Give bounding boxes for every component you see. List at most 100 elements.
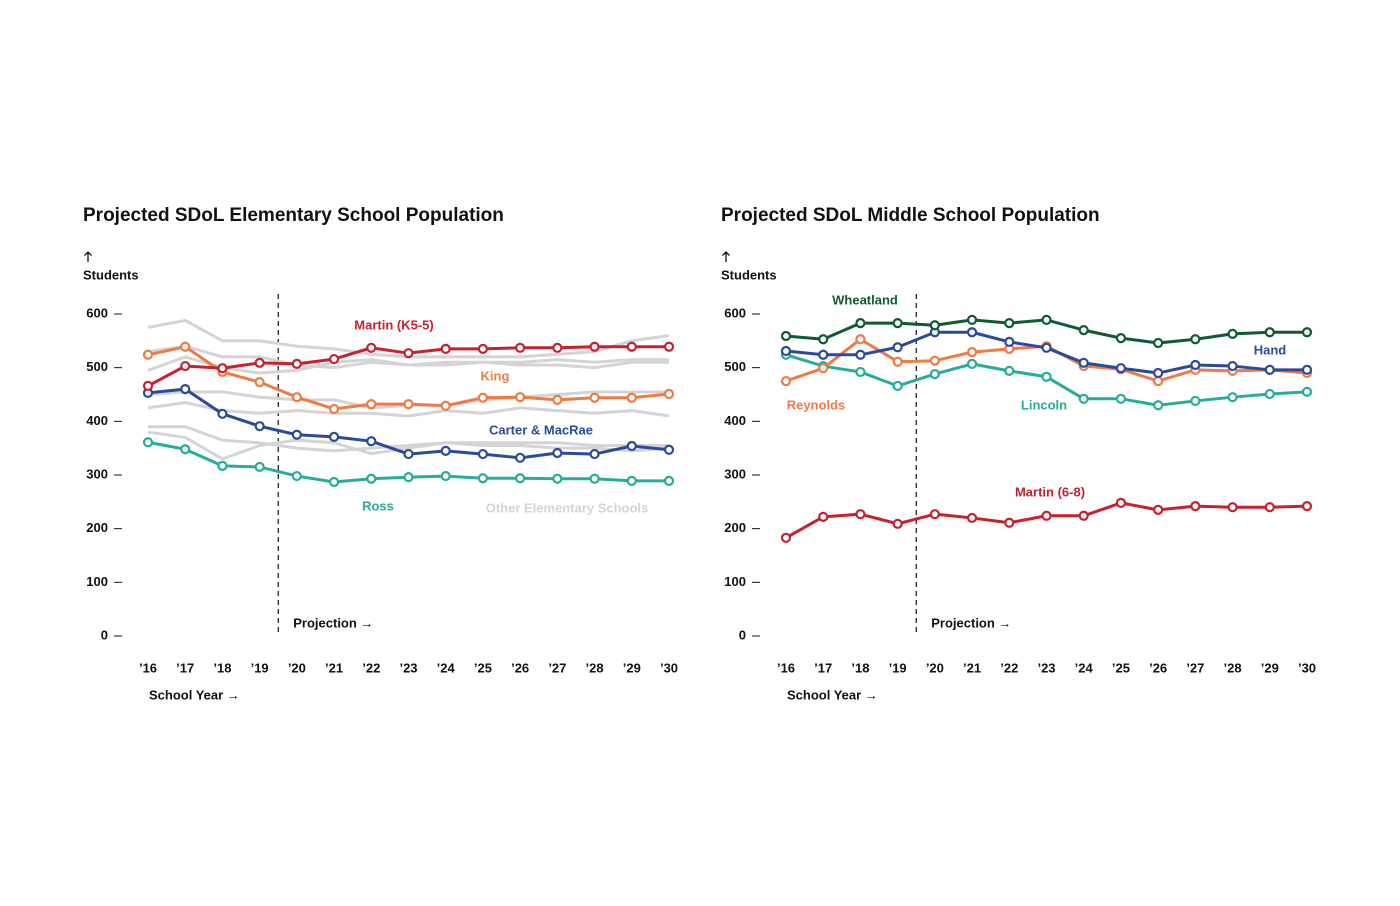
y-tick-label: 0 [739, 627, 746, 642]
x-tick-label: ’30 [1298, 660, 1316, 675]
point [892, 356, 903, 367]
point [1004, 365, 1015, 376]
background-line [148, 425, 669, 453]
point [855, 349, 866, 360]
x-tick-label: ’29 [623, 660, 641, 675]
point [552, 447, 563, 459]
point [855, 334, 866, 345]
point [1264, 364, 1275, 375]
x-tick-label: ’27 [1186, 660, 1204, 675]
point [780, 375, 792, 387]
point [180, 444, 191, 455]
y-tick-label: 200 [724, 520, 746, 535]
point [515, 452, 526, 463]
series-label: Hand [1254, 342, 1287, 357]
point [966, 347, 978, 358]
y-tick-label: 0 [101, 627, 108, 642]
point [180, 384, 191, 395]
point [1115, 333, 1127, 344]
point [1227, 328, 1238, 339]
point [328, 476, 340, 488]
point [291, 392, 302, 403]
point [1004, 318, 1015, 329]
y-tick-label: 100 [86, 574, 108, 589]
series-label: Other Elementary Schools [486, 500, 649, 515]
point [254, 461, 265, 473]
point [929, 369, 940, 380]
point [1190, 501, 1201, 512]
y-axis-arrow [722, 251, 730, 262]
point [1153, 367, 1164, 379]
point [142, 349, 154, 360]
point [966, 512, 978, 524]
point [929, 320, 940, 331]
point [1004, 517, 1015, 528]
x-tick-label: ’25 [1112, 660, 1130, 675]
point [1227, 392, 1238, 403]
point [1153, 337, 1164, 349]
point [626, 475, 637, 487]
point [1153, 375, 1164, 387]
point [1264, 388, 1275, 400]
point [291, 358, 302, 370]
point [966, 314, 978, 326]
point [142, 437, 154, 448]
point [818, 349, 829, 360]
series-label: King [481, 368, 510, 383]
point [552, 342, 563, 353]
point [1264, 502, 1275, 513]
x-tick-label: ’25 [474, 660, 492, 675]
point [328, 431, 340, 442]
x-tick-label: ’29 [1261, 660, 1279, 675]
x-tick-label: ’22 [1000, 660, 1018, 675]
x-tick-label: ’20 [926, 660, 944, 675]
point [1227, 360, 1238, 372]
point [589, 392, 600, 403]
x-tick-label: ’28 [586, 660, 604, 675]
point [780, 532, 792, 543]
point [440, 445, 451, 456]
y-tick-label: 100 [724, 574, 746, 589]
point [818, 363, 829, 374]
series-label: Lincoln [1021, 397, 1067, 412]
point [1041, 342, 1052, 353]
point [552, 394, 563, 405]
point [892, 342, 903, 353]
series-label: Carter & MacRae [489, 422, 593, 437]
y-tick-label: 500 [724, 359, 746, 374]
x-tick-label: ’18 [851, 660, 869, 675]
x-tick-label: ’27 [548, 660, 566, 675]
point [477, 343, 489, 354]
y-tick-label: 300 [724, 466, 746, 481]
point [966, 327, 978, 338]
point [477, 473, 489, 484]
x-tick-label: ’21 [325, 660, 343, 675]
point [818, 334, 829, 345]
point [1190, 334, 1201, 345]
point [1115, 363, 1127, 374]
x-tick-label: ’19 [889, 660, 907, 675]
y-tick-label: 300 [86, 466, 108, 481]
point [291, 429, 302, 440]
point [626, 440, 637, 452]
x-tick-label: ’30 [660, 660, 678, 675]
projection-label: Projection → [293, 615, 373, 630]
point [328, 353, 340, 365]
point [892, 380, 903, 392]
point [626, 392, 637, 403]
x-tick-label: ’26 [511, 660, 529, 675]
point [1078, 357, 1089, 368]
point [929, 355, 940, 366]
point [366, 473, 377, 484]
chart-title: Projected SDoL Middle School Population [721, 205, 1100, 226]
point [1041, 314, 1052, 326]
x-tick-label: ’17 [176, 660, 194, 675]
point [366, 399, 377, 410]
point [403, 472, 414, 483]
point [477, 392, 489, 403]
background-line [147, 430, 670, 461]
point [254, 357, 265, 368]
point [477, 448, 489, 460]
point [1153, 400, 1164, 411]
